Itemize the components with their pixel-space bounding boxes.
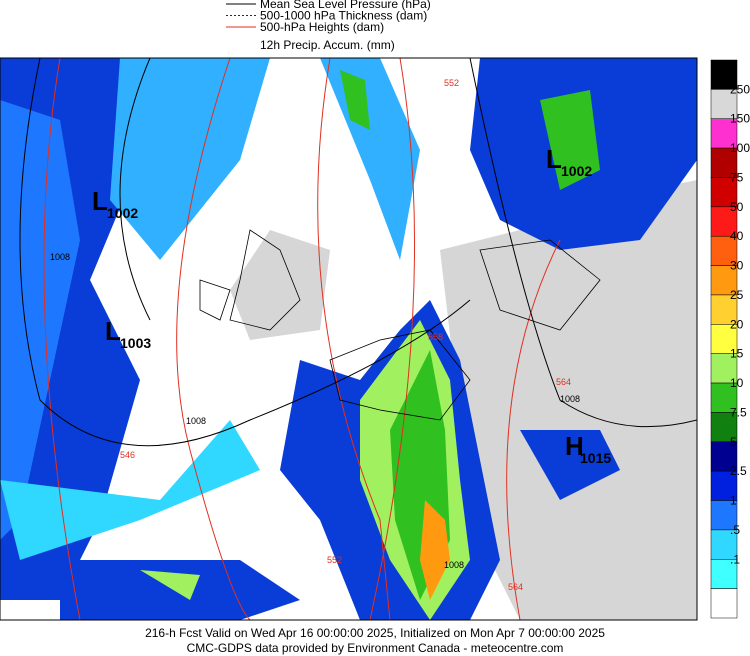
precip: [320, 58, 420, 260]
pressure-center-letter: L: [546, 144, 562, 174]
contour-label: 558: [428, 332, 443, 342]
colorbar-swatch: [710, 177, 738, 208]
contour-label: 546: [120, 450, 135, 460]
colorbar-label: 250: [730, 82, 750, 96]
precip: [420, 500, 450, 600]
colorbar-label: 2.5: [730, 464, 747, 478]
contour-label: 1008: [186, 416, 206, 426]
colorbar-swatch: [710, 235, 738, 266]
colorbar-label: 20: [730, 317, 744, 331]
legend-label: 500-hPa Heights (dam): [260, 20, 384, 34]
contour-label: 564: [508, 582, 523, 592]
contour-label: 1008: [444, 560, 464, 570]
coastline: [199, 229, 601, 421]
colorbar-label: 1: [730, 494, 737, 508]
colorbar-label: .5: [730, 523, 740, 537]
colorbar-label: 100: [730, 141, 750, 155]
precip: [140, 570, 200, 600]
colorbar-swatch: [710, 588, 738, 619]
colorbar-swatch: [710, 265, 738, 296]
colorbar-label: 50: [730, 200, 744, 214]
legend-label: 500-1000 hPa Thickness (dam): [260, 9, 427, 23]
colorbar-label: 15: [730, 347, 744, 361]
colorbar-swatch: [710, 382, 738, 413]
pressure-center-letter: H: [565, 431, 584, 461]
colorbar-swatch: [710, 412, 738, 443]
colorbar-label: 25: [730, 288, 744, 302]
precip: [0, 100, 80, 540]
precip: [0, 420, 260, 560]
colorbar-swatch: [710, 206, 738, 237]
pressure-center-letter: L: [92, 186, 108, 216]
pressure-center-value: 1002: [107, 205, 138, 221]
colorbar-swatch: [710, 294, 738, 325]
map: [0, 58, 697, 620]
precip: [540, 90, 600, 190]
colorbar-label: 75: [730, 170, 744, 184]
colorbar-swatch: [710, 147, 738, 178]
pressure-center-value: 1003: [120, 335, 151, 351]
pressure-contour: [19, 58, 697, 447]
precip: [340, 70, 370, 130]
contour-label: 564: [556, 377, 571, 387]
precip: [520, 430, 620, 500]
legend: Mean Sea Level Pressure (hPa)500-1000 hP…: [226, 0, 431, 34]
precip: [110, 58, 270, 260]
map-frame: [0, 57, 698, 621]
colorbar-label: 40: [730, 229, 744, 243]
colorbar: 250 150 100 75 50 40 30 25 20 15 10 7.5 5 2.5 1 .5 .1: [710, 59, 750, 619]
contour-label: 1008: [560, 394, 580, 404]
colorbar-swatch: [710, 89, 738, 119]
colorbar-swatch: [710, 559, 738, 589]
pressure-center-letter: L: [105, 316, 121, 346]
footer-line: CMC-GDPS data provided by Environment Ca…: [187, 641, 564, 655]
colorbar-label: 30: [730, 259, 744, 273]
colorbar-swatch: [710, 59, 738, 90]
colorbar-swatch: [710, 324, 738, 354]
land: [440, 180, 697, 620]
colorbar-label: 150: [730, 112, 750, 126]
legend-label: Mean Sea Level Pressure (hPa): [260, 0, 431, 11]
colorbar-swatch: [710, 118, 738, 149]
colorbar-label: .1: [730, 552, 740, 566]
colorbar-label: 7.5: [730, 405, 747, 419]
pressure-center-value: 1002: [561, 163, 592, 179]
legend-note: 12h Precip. Accum. (mm): [260, 38, 395, 52]
colorbar-swatch: [710, 529, 738, 560]
contour-label: 1008: [50, 252, 70, 262]
colorbar-label: 5: [730, 435, 737, 449]
footer-line: 216-h Fcst Valid on Wed Apr 16 00:00:00 …: [145, 626, 605, 640]
pressure-center-value: 1015: [580, 450, 611, 466]
colorbar-swatch: [710, 441, 738, 472]
colorbar-label: 10: [730, 376, 744, 390]
contour-label: 552: [327, 555, 342, 565]
colorbar-swatch: [710, 353, 738, 384]
height-contour: [43, 58, 561, 620]
land: [230, 230, 330, 340]
contour-label: 552: [444, 78, 459, 88]
